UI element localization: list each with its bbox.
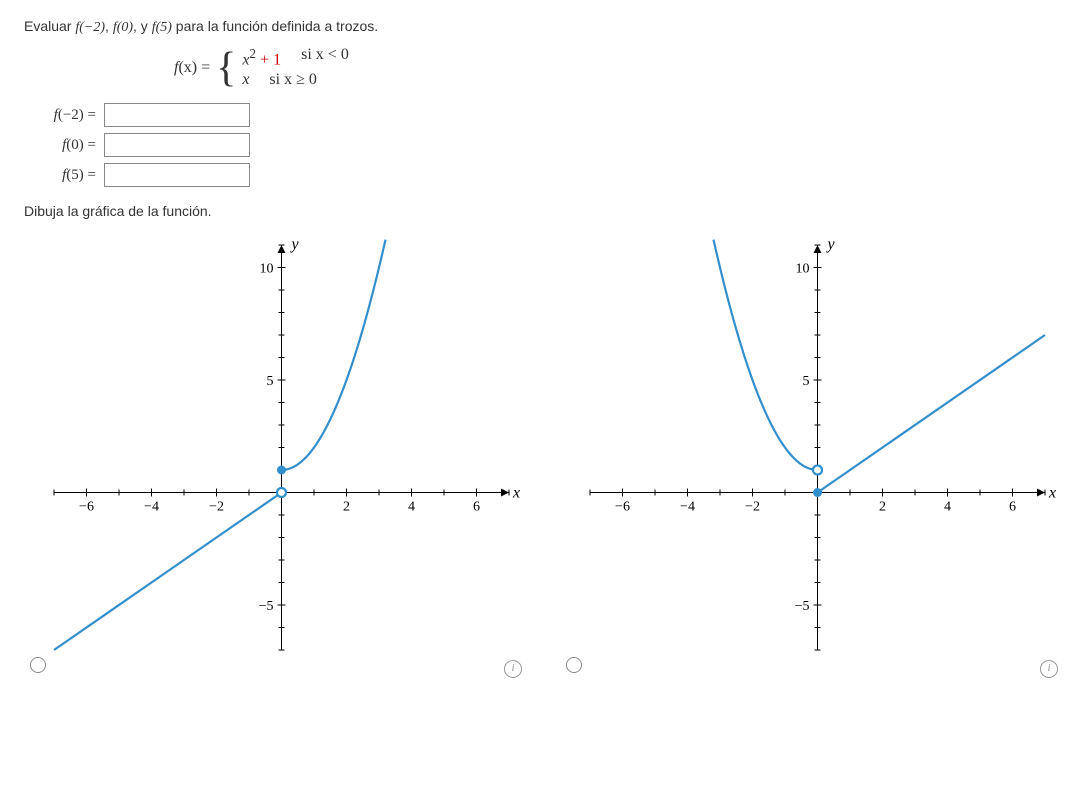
svg-text:−2: −2 xyxy=(745,500,760,515)
svg-text:6: 6 xyxy=(1009,500,1016,515)
svg-text:10: 10 xyxy=(260,262,274,277)
chart-option-left[interactable]: −6 −4 −2 2 4 6 −5 5 10 x y i xyxy=(24,225,524,678)
svg-text:2: 2 xyxy=(343,500,350,515)
svg-text:y: y xyxy=(290,236,300,253)
svg-text:4: 4 xyxy=(944,500,951,515)
chart-right-radio[interactable] xyxy=(566,657,582,676)
piecewise-eq: = xyxy=(197,59,210,76)
svg-text:−6: −6 xyxy=(79,500,94,515)
chart-left-svg: −6 −4 −2 2 4 6 −5 5 10 x y xyxy=(24,225,524,675)
answer-field-f-5[interactable] xyxy=(104,163,250,187)
svg-text:−6: −6 xyxy=(615,500,630,515)
svg-text:−5: −5 xyxy=(259,599,274,614)
answer-field-f-0[interactable] xyxy=(104,133,250,157)
chart-right-svg: −6 −4 −2 2 4 6 −5 5 10 x y xyxy=(560,225,1060,675)
svg-text:5: 5 xyxy=(267,374,274,389)
svg-text:−5: −5 xyxy=(795,599,810,614)
answer-inputs: f(−2) = f(0) = f(5) = xyxy=(24,103,1057,187)
prompt-f2: f(0) xyxy=(113,20,133,35)
svg-text:10: 10 xyxy=(796,262,810,277)
chart-right-info-icon[interactable]: i xyxy=(1040,660,1058,678)
svg-text:6: 6 xyxy=(473,500,480,515)
piece-2-cond: si x ≥ 0 xyxy=(269,71,316,89)
piecewise-definition: f(x) = { x2 + 1 si x < 0 x si x ≥ 0 xyxy=(174,46,1057,89)
svg-text:5: 5 xyxy=(803,374,810,389)
input-row-2: f(0) = xyxy=(24,133,1057,157)
svg-text:−4: −4 xyxy=(144,500,159,515)
svg-text:x: x xyxy=(1048,485,1056,502)
svg-text:2: 2 xyxy=(879,500,886,515)
svg-text:−4: −4 xyxy=(680,500,695,515)
piece-1-plus: + 1 xyxy=(256,51,281,68)
input-row-1: f(−2) = xyxy=(24,103,1057,127)
piece-1-expr: x2 + 1 xyxy=(242,46,281,69)
svg-text:x: x xyxy=(512,485,520,502)
graph-prompt: Dibuja la gráfica de la función. xyxy=(24,203,1057,219)
prompt-prefix: Evaluar xyxy=(24,18,75,34)
piecewise-brace: { xyxy=(216,51,236,85)
prompt-suffix: para la función definida a trozos. xyxy=(172,18,378,34)
prompt-sep2: , y xyxy=(133,18,152,34)
chart-left-info-icon[interactable]: i xyxy=(504,660,522,678)
piece-2-expr: x xyxy=(242,71,249,89)
answer-field-f-neg2[interactable] xyxy=(104,103,250,127)
input-row-3: f(5) = xyxy=(24,163,1057,187)
piece-1-cond: si x < 0 xyxy=(301,46,349,69)
prompt-f3: f(5) xyxy=(152,20,172,35)
prompt-f1: f(−2) xyxy=(75,20,105,35)
chart-option-right[interactable]: −6 −4 −2 2 4 6 −5 5 10 x y i xyxy=(560,225,1060,678)
piecewise-lhs: f(x) = xyxy=(174,59,210,77)
svg-text:y: y xyxy=(826,236,836,253)
chart-left-radio[interactable] xyxy=(30,657,46,676)
svg-text:4: 4 xyxy=(408,500,415,515)
svg-text:−2: −2 xyxy=(209,500,224,515)
problem-prompt: Evaluar f(−2), f(0), y f(5) para la func… xyxy=(24,18,1057,36)
input-label-3: f(5) = xyxy=(24,167,96,184)
prompt-sep1: , xyxy=(105,18,113,34)
piecewise-x: (x) xyxy=(178,59,197,76)
input-label-2: f(0) = xyxy=(24,137,96,154)
input-label-1: f(−2) = xyxy=(24,107,96,124)
charts-row: −6 −4 −2 2 4 6 −5 5 10 x y i −6 −4 −2 2 4 6 −5 5 10 x y i xyxy=(24,225,1057,678)
